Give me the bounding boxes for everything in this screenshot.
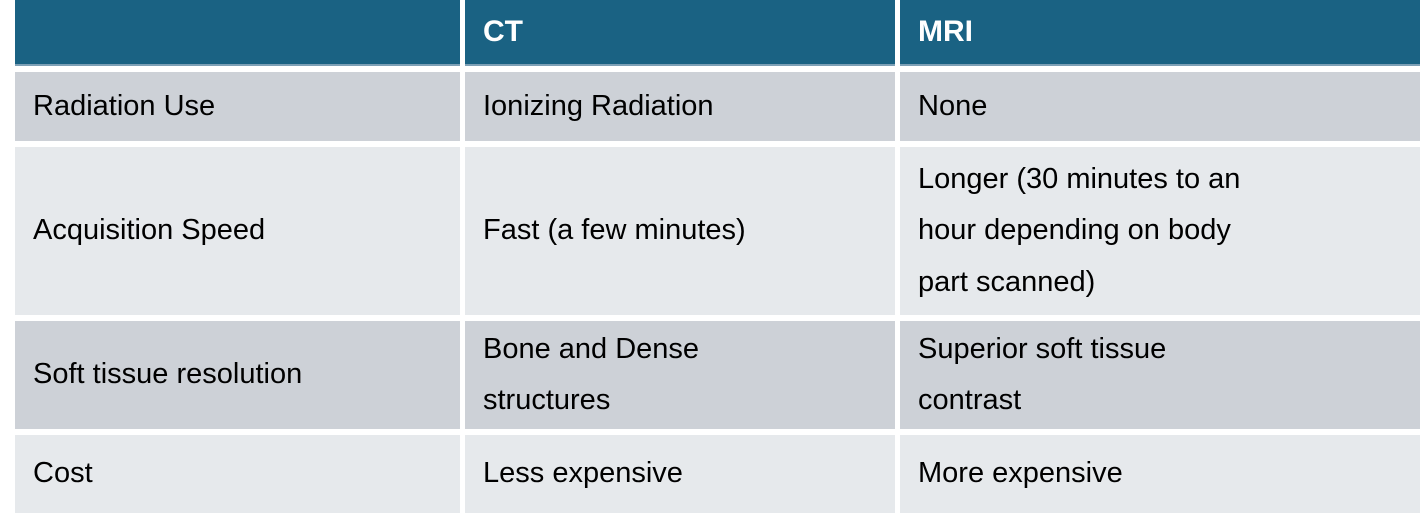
row-label-radiation-use: Radiation Use	[15, 72, 460, 141]
header-cell-ct: CT	[465, 0, 895, 66]
header-cell-blank	[15, 0, 460, 66]
row-label-soft-tissue-resolution: Soft tissue resolution	[15, 321, 460, 429]
mri-cell-radiation-use: None	[900, 72, 1420, 141]
header-cell-mri: MRI	[900, 0, 1420, 66]
ct-cell-cost: Less expensive	[465, 435, 895, 513]
mri-cell-acquisition-speed: Longer (30 minutes to an hour depending …	[900, 147, 1420, 315]
ct-cell-soft-tissue-resolution: Bone and Dense structures	[465, 321, 895, 429]
ct-cell-radiation-use: Ionizing Radiation	[465, 72, 895, 141]
mri-cell-cost: More expensive	[900, 435, 1420, 513]
ct-cell-acquisition-speed: Fast (a few minutes)	[465, 147, 895, 315]
row-label-cost: Cost	[15, 435, 460, 513]
mri-cell-soft-tissue-resolution: Superior soft tissue contrast	[900, 321, 1420, 429]
row-label-acquisition-speed: Acquisition Speed	[15, 147, 460, 315]
ct-mri-comparison-table: CT MRI Radiation Use Ionizing Radiation …	[15, 0, 1420, 513]
